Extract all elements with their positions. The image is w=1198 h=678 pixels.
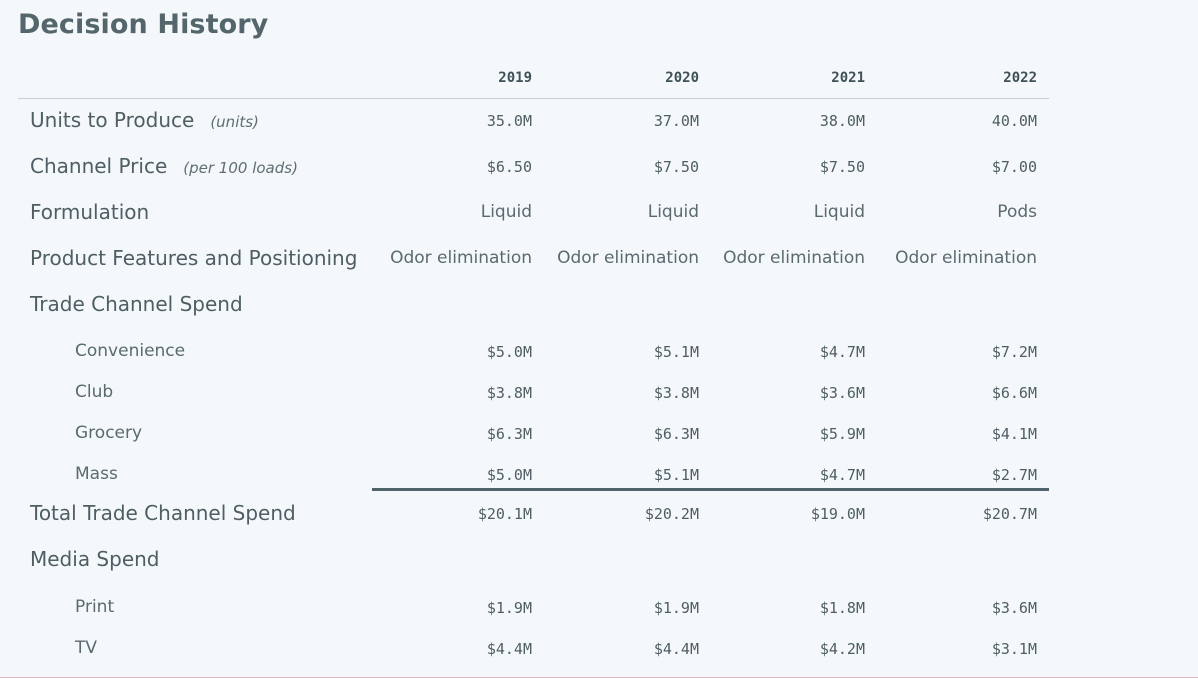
trade-heading-label: Trade Channel Spend	[30, 292, 243, 316]
tv-value-2020: $4.4M	[653, 640, 699, 658]
club-value-2019: $3.8M	[486, 384, 532, 402]
trade-label-grocery: Grocery	[75, 423, 143, 443]
formulation-value-2022: Pods	[997, 202, 1037, 222]
total-trade-row: Total Trade Channel Spend $20.1M $20.2M …	[18, 488, 1049, 539]
print-value-2022: $3.6M	[991, 599, 1037, 617]
club-value-2022: $6.6M	[991, 384, 1037, 402]
units-label: Units to Produce (units)	[30, 108, 259, 132]
price-value-2022: $7.00	[991, 158, 1037, 176]
formulation-value-2019: Liquid	[480, 202, 532, 222]
year-header-2020: 2020	[665, 70, 699, 86]
price-value-2021: $7.50	[819, 158, 865, 176]
convenience-value-2020: $5.1M	[653, 343, 699, 361]
features-value-2022: Odor elimination	[895, 248, 1037, 268]
formulation-value-2021: Liquid	[813, 202, 865, 222]
convenience-value-2019: $5.0M	[486, 343, 532, 361]
print-value-2019: $1.9M	[486, 599, 532, 617]
trade-label-convenience: Convenience	[75, 341, 186, 361]
mass-value-2021: $4.7M	[819, 466, 865, 484]
grocery-value-2022: $4.1M	[991, 425, 1037, 443]
media-row-print: Print $1.9M $1.9M $1.8M $3.6M	[18, 585, 1049, 626]
tv-value-2021: $4.2M	[819, 640, 865, 658]
trade-label-club: Club	[75, 382, 114, 402]
total-trade-label: Total Trade Channel Spend	[30, 501, 296, 525]
media-label-tv: TV	[75, 638, 98, 658]
units-row: Units to Produce (units) 35.0M 37.0M 38.0…	[18, 99, 1049, 145]
total-trade-value-2022: $20.7M	[982, 505, 1037, 523]
media-heading-row: Media Spend	[18, 539, 1049, 585]
total-divider	[372, 488, 1049, 491]
trade-row-grocery: Grocery $6.3M $6.3M $5.9M $4.1M	[18, 411, 1049, 452]
units-value-2020: 37.0M	[653, 112, 699, 130]
page-title: Decision History	[18, 9, 269, 40]
trade-row-convenience: Convenience $5.0M $5.1M $4.7M $7.2M	[18, 329, 1049, 370]
mass-value-2022: $2.7M	[991, 466, 1037, 484]
year-header-2022: 2022	[1003, 70, 1037, 86]
units-value-2021: 38.0M	[819, 112, 865, 130]
features-value-2020: Odor elimination	[557, 248, 699, 268]
media-row-tv: TV $4.4M $4.4M $4.2M $3.1M	[18, 626, 1049, 667]
media-heading-label: Media Spend	[30, 547, 160, 571]
trade-row-club: Club $3.8M $3.8M $3.6M $6.6M	[18, 370, 1049, 411]
year-header-2019: 2019	[498, 70, 532, 86]
grocery-value-2020: $6.3M	[653, 425, 699, 443]
tv-value-2019: $4.4M	[486, 640, 532, 658]
formulation-row: Formulation Liquid Liquid Liquid Pods	[18, 191, 1049, 237]
units-value-2022: 40.0M	[991, 112, 1037, 130]
total-trade-value-2020: $20.2M	[644, 505, 699, 523]
trade-heading-row: Trade Channel Spend	[18, 283, 1049, 329]
price-label: Channel Price (per 100 loads)	[30, 154, 298, 178]
features-row: Product Features and Positioning Odor el…	[18, 237, 1049, 283]
features-value-2021: Odor elimination	[723, 248, 865, 268]
decision-history-table: 2019 2020 2021 2022 Units to Produce (uni…	[18, 58, 1049, 667]
club-value-2021: $3.6M	[819, 384, 865, 402]
convenience-value-2022: $7.2M	[991, 343, 1037, 361]
features-label: Product Features and Positioning	[30, 246, 358, 270]
units-unit: (units)	[210, 113, 259, 131]
convenience-value-2021: $4.7M	[819, 343, 865, 361]
price-unit: (per 100 loads)	[183, 159, 298, 177]
mass-value-2020: $5.1M	[653, 466, 699, 484]
units-value-2019: 35.0M	[486, 112, 532, 130]
grocery-value-2021: $5.9M	[819, 425, 865, 443]
year-header-2021: 2021	[831, 70, 865, 86]
price-value-2019: $6.50	[486, 158, 532, 176]
formulation-value-2020: Liquid	[647, 202, 699, 222]
tv-value-2022: $3.1M	[991, 640, 1037, 658]
table-header-row: 2019 2020 2021 2022	[18, 58, 1049, 99]
formulation-label: Formulation	[30, 200, 150, 224]
trade-row-mass: Mass $5.0M $5.1M $4.7M $2.7M	[18, 452, 1049, 493]
total-trade-value-2019: $20.1M	[477, 505, 532, 523]
club-value-2020: $3.8M	[653, 384, 699, 402]
print-value-2020: $1.9M	[653, 599, 699, 617]
total-trade-value-2021: $19.0M	[810, 505, 865, 523]
trade-label-mass: Mass	[75, 464, 118, 484]
print-value-2021: $1.8M	[819, 599, 865, 617]
mass-value-2019: $5.0M	[486, 466, 532, 484]
media-label-print: Print	[75, 597, 115, 617]
price-value-2020: $7.50	[653, 158, 699, 176]
grocery-value-2019: $6.3M	[486, 425, 532, 443]
features-value-2019: Odor elimination	[390, 248, 532, 268]
price-row: Channel Price (per 100 loads) $6.50 $7.50…	[18, 145, 1049, 191]
